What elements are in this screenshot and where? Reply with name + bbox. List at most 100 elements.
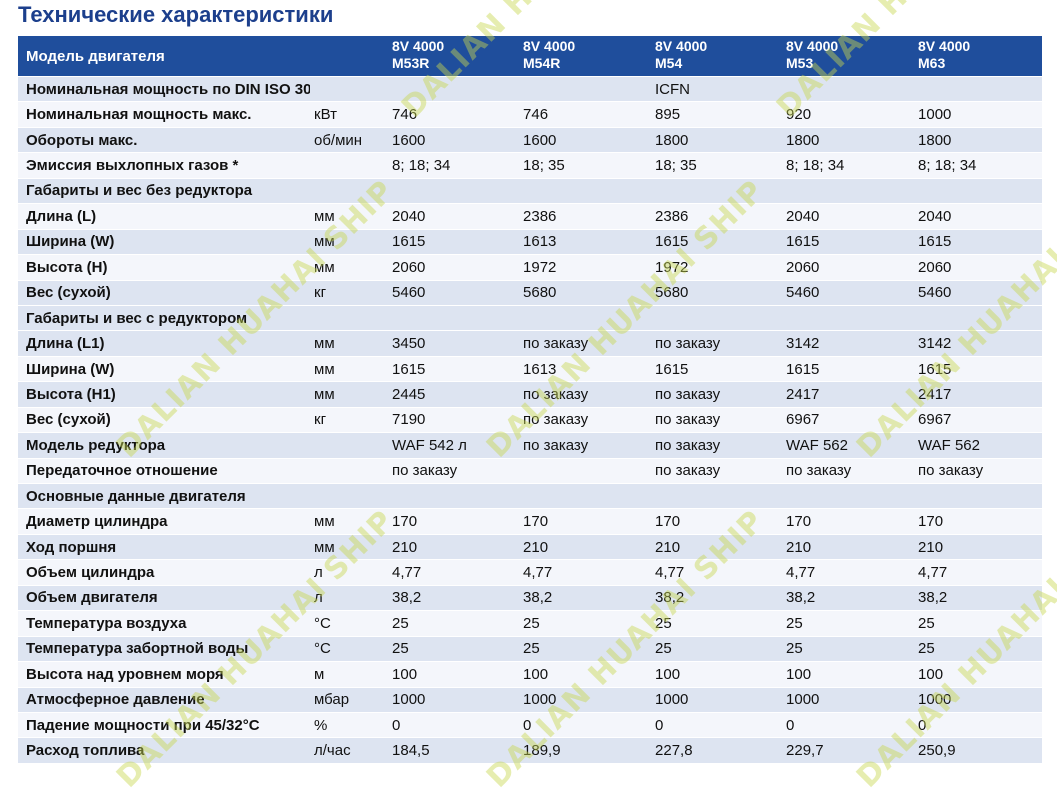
- section-row: Номинальная мощность по DIN ISO 3046 ICFN: [18, 76, 1043, 103]
- cell-value: 1000: [515, 687, 648, 713]
- table-row: Ширина (W) мм 1615 1613 1615 1615 1615: [18, 356, 1043, 383]
- row-label: Высота (H): [18, 254, 310, 281]
- row-unit: [310, 178, 385, 205]
- cell-value: 25: [515, 636, 648, 663]
- row-label: Объем двигателя: [18, 585, 310, 612]
- cell-value: 210: [647, 534, 779, 561]
- row-label: Длина (L1): [18, 330, 310, 357]
- cell-value: 1800: [910, 127, 1043, 154]
- row-unit: мм: [310, 534, 385, 561]
- table-row: Вес (сухой) кг 5460 5680 5680 5460 5460: [18, 280, 1043, 306]
- cell-value: 25: [778, 636, 911, 663]
- cell-value: 1613: [515, 229, 648, 256]
- cell-value: по заказу: [515, 432, 648, 459]
- cell-value: 100: [384, 661, 516, 688]
- row-unit: [310, 458, 385, 485]
- row-label: Температура воздуха: [18, 610, 310, 637]
- section-row: Основные данные двигателя: [18, 483, 1043, 510]
- cell-value: 38,2: [647, 585, 779, 612]
- row-label: Падение мощности при 45/32°C: [18, 712, 310, 739]
- cell-value: [515, 458, 648, 485]
- section-row: Габариты и вес без редуктора: [18, 178, 1043, 205]
- row-label: Габариты и вес без редуктора: [18, 178, 310, 205]
- cell-value: [515, 305, 648, 332]
- page-title: Технические характеристики: [18, 2, 334, 27]
- cell-value: [384, 305, 516, 332]
- cell-value: 3142: [910, 330, 1043, 357]
- cell-value: 38,2: [384, 585, 516, 612]
- row-unit: мм: [310, 356, 385, 383]
- row-label: Атмосферное давление: [18, 687, 310, 713]
- cell-value: по заказу: [647, 432, 779, 459]
- table-row: Передаточное отношение по заказу по заказу…: [18, 458, 1043, 485]
- row-unit: °C: [310, 610, 385, 637]
- cell-value: 184,5: [384, 737, 516, 764]
- cell-value: 5680: [647, 280, 779, 306]
- header-model: 8V 4000 M53: [778, 36, 911, 77]
- cell-value: 1613: [515, 356, 648, 383]
- row-unit: кг: [310, 280, 385, 306]
- row-label: Номинальная мощность макс.: [18, 101, 310, 128]
- cell-value: 2386: [515, 203, 648, 230]
- cell-value: 1800: [647, 127, 779, 154]
- header-model: 8V 4000 M63: [910, 36, 1043, 77]
- cell-value: по заказу: [515, 381, 648, 408]
- cell-value: [910, 483, 1043, 510]
- cell-value: [778, 305, 911, 332]
- cell-value: [647, 305, 779, 332]
- row-label: Габариты и вес с редуктором: [18, 305, 310, 332]
- cell-value: [515, 483, 648, 510]
- cell-value: по заказу: [910, 458, 1043, 485]
- cell-value: [910, 76, 1043, 103]
- cell-value: 170: [384, 508, 516, 535]
- cell-value: 1615: [384, 356, 516, 383]
- table-row: Ход поршня мм 210 210 210 210 210: [18, 534, 1043, 561]
- cell-value: [515, 178, 648, 205]
- header-model: 8V 4000 M53R: [384, 36, 516, 77]
- cell-value: 210: [778, 534, 911, 561]
- row-unit: °C: [310, 636, 385, 663]
- cell-value: 1615: [910, 356, 1043, 383]
- cell-value: 2040: [778, 203, 911, 230]
- cell-value: 170: [515, 508, 648, 535]
- cell-value: 0: [515, 712, 648, 739]
- row-unit: об/мин: [310, 127, 385, 154]
- table-row: Модель редуктора WAF 542 л по заказу по зак…: [18, 432, 1043, 459]
- row-label: Высота над уровнем моря: [18, 661, 310, 688]
- spec-table: Модель двигателя 8V 4000 M53R 8V 4000 M54R…: [18, 36, 1043, 764]
- cell-value: 5460: [910, 280, 1043, 306]
- cell-value: 210: [910, 534, 1043, 561]
- cell-value: 25: [384, 636, 516, 663]
- row-label: Эмиссия выхлопных газов *: [18, 152, 310, 179]
- cell-value: по заказу: [647, 330, 779, 357]
- section-row: Габариты и вес с редуктором: [18, 305, 1043, 332]
- cell-value: 1000: [910, 687, 1043, 713]
- cell-value: 8; 18; 34: [384, 152, 516, 179]
- header-model: 8V 4000 M54R: [515, 36, 648, 77]
- row-label: Передаточное отношение: [18, 458, 310, 485]
- cell-value: 2040: [384, 203, 516, 230]
- row-unit: м: [310, 661, 385, 688]
- row-label: Модель редуктора: [18, 432, 310, 459]
- cell-value: 38,2: [910, 585, 1043, 612]
- row-unit: кВт: [310, 101, 385, 128]
- cell-value: 5460: [384, 280, 516, 306]
- cell-value: 189,9: [515, 737, 648, 764]
- cell-value: 7190: [384, 407, 516, 434]
- table-row: Обороты макс. об/мин 1600 1600 1800 1800 1800: [18, 127, 1043, 154]
- cell-value: по заказу: [778, 458, 911, 485]
- table-row: Объем цилиндра л 4,77 4,77 4,77 4,77 4,77: [18, 559, 1043, 586]
- cell-value: [910, 305, 1043, 332]
- row-label: Объем цилиндра: [18, 559, 310, 586]
- cell-value: 210: [384, 534, 516, 561]
- table-row: Падение мощности при 45/32°C% 0 0 0 0 0: [18, 712, 1043, 739]
- cell-value: [778, 483, 911, 510]
- cell-value: 170: [910, 508, 1043, 535]
- header-model: 8V 4000 M54: [647, 36, 779, 77]
- table-row: Температура забортной воды °C 25 25 25 25 25: [18, 636, 1043, 663]
- cell-value: 4,77: [384, 559, 516, 586]
- cell-value: 2445: [384, 381, 516, 408]
- header-model-label: Модель двигателя: [18, 36, 385, 77]
- row-unit: мм: [310, 229, 385, 256]
- cell-value: 170: [778, 508, 911, 535]
